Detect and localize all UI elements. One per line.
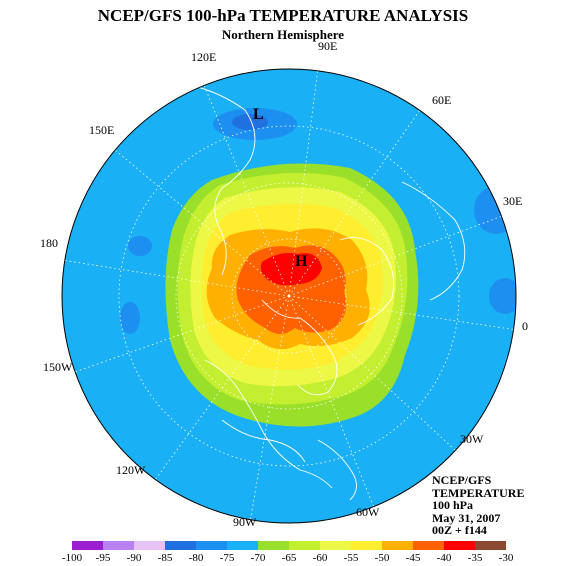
colorbar-tick-label: -40 (436, 552, 452, 564)
colorbar-tick-label: -90 (126, 552, 142, 564)
temp-band-minus40 (260, 253, 322, 286)
lon-label-120e: 120E (191, 50, 217, 64)
lon-label-30w: 30W (460, 432, 484, 446)
colorbar-swatch (258, 541, 289, 550)
colorbar-tick-label: -50 (374, 552, 390, 564)
lon-label-120w: 120W (116, 463, 146, 477)
colorbar-tick-label: -30 (498, 552, 514, 564)
colorbar-tick-label: -65 (281, 552, 297, 564)
info-field: TEMPERATURE (432, 485, 525, 500)
info-run: 00Z + f144 (432, 523, 487, 537)
colorbar-swatch (382, 541, 413, 550)
colorbar-ticks: -100 -95 -90 -85 -80 -75 -70 -65 -60 -55 -50 -45 -40… (0, 552, 566, 566)
colorbar-tick-label: -70 (250, 552, 266, 564)
lon-label-150e: 150E (89, 123, 115, 137)
cold-core-north (232, 114, 268, 130)
cold-pool-west (120, 302, 140, 334)
colorbar-tick-label: -55 (343, 552, 359, 564)
lon-label-60e: 60E (432, 93, 452, 107)
info-date: May 31, 2007 (432, 510, 501, 525)
colorbar-swatch (444, 541, 475, 550)
colorbar-swatch (475, 541, 506, 550)
colorbar-swatch (103, 541, 134, 550)
colorbar-tick-label: -75 (219, 552, 235, 564)
colorbar-swatch (320, 541, 351, 550)
colorbar-swatch (289, 541, 320, 550)
info-level: 100 hPa (432, 498, 474, 512)
colorbar-tick-label: -100 (61, 552, 83, 564)
colorbar-swatch (227, 541, 258, 550)
coastlines (189, 84, 466, 501)
cold-pool-east-2 (489, 278, 516, 314)
cold-pool-northwest (128, 236, 152, 256)
lon-label-90e: 90E (318, 39, 338, 53)
graticule (62, 69, 516, 523)
info-model: NCEP/GFS (432, 473, 492, 487)
colorbar-swatch (196, 541, 227, 550)
map-subtitle: Northern Hemisphere (221, 27, 345, 42)
low-pressure-marker: L (253, 106, 264, 123)
colorbar-swatch (72, 541, 103, 550)
colorbar-tick-label: -60 (312, 552, 328, 564)
colorbar-swatch (165, 541, 196, 550)
colorbar-tick-label: -95 (95, 552, 111, 564)
lon-label-90w: 90W (233, 515, 257, 529)
colorbar-tick-label: -80 (188, 552, 204, 564)
colorbar-tick-label: -35 (467, 552, 483, 564)
colorbar-swatch (413, 541, 444, 550)
high-pressure-marker: H (295, 253, 308, 270)
info-block: NCEP/GFS TEMPERATURE 100 hPa May 31, 200… (432, 474, 524, 537)
map-boundary (61, 68, 517, 524)
colorbar-tick-label: -85 (157, 552, 173, 564)
lon-label-0: 0 (522, 319, 528, 333)
lon-label-180: 180 (40, 236, 58, 250)
colorbar-swatch (351, 541, 382, 550)
colorbar-tick-label: -45 (405, 552, 421, 564)
lon-label-60w: 60W (356, 505, 380, 519)
lon-label-30e: 30E (503, 194, 523, 208)
map-title: NCEP/GFS 100-hPa TEMPERATURE ANALYSIS (97, 6, 469, 25)
colorbar-swatch (134, 541, 165, 550)
lon-label-150w: 150W (43, 360, 73, 374)
